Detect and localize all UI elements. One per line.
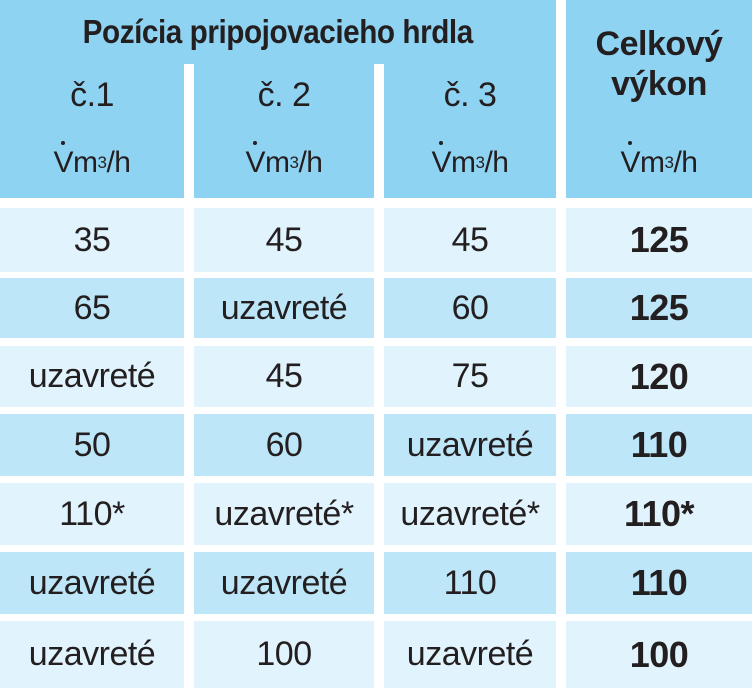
unit-exponent: 3 <box>289 152 299 172</box>
table-cell-total: 125 <box>566 208 752 272</box>
table-cell-total: 110* <box>566 483 752 545</box>
table-cell: uzavreté* <box>384 483 556 545</box>
table-cell: 60 <box>194 414 374 476</box>
table-cell-total: 110 <box>566 414 752 476</box>
unit-text: m <box>451 145 476 179</box>
header-unit-total: V m 3/h <box>566 127 752 198</box>
table-cell: 110* <box>0 483 184 545</box>
table-cell: uzavreté <box>0 621 184 688</box>
unit-tail: /h <box>673 145 698 179</box>
unit-symbol: V <box>53 140 73 179</box>
header-position-2: č. 2 <box>194 64 374 127</box>
table-cell-total: 100 <box>566 621 752 688</box>
table-cell: 45 <box>194 346 374 407</box>
unit-symbol: V <box>431 140 451 179</box>
table-cell: 35 <box>0 208 184 272</box>
position-label-2: č. 2 <box>257 76 311 114</box>
unit-tail: /h <box>484 145 509 179</box>
unit-tail: /h <box>106 145 131 179</box>
table-cell: uzavreté <box>0 552 184 614</box>
header-total-title-line2: výkon <box>611 64 707 103</box>
table-cell: uzavreté <box>384 414 556 476</box>
table-cell: 45 <box>384 208 556 272</box>
unit-text: m <box>73 145 98 179</box>
table-cell: uzavreté <box>194 552 374 614</box>
unit-exponent: 3 <box>97 152 107 172</box>
header-unit-1: V m 3/h <box>0 127 184 198</box>
table-cell: 50 <box>0 414 184 476</box>
header-unit-3: V m 3/h <box>384 127 556 198</box>
table-cell-total: 120 <box>566 346 752 407</box>
table-cell: 100 <box>194 621 374 688</box>
table-cell: 60 <box>384 278 556 338</box>
unit-symbol: V <box>620 140 640 179</box>
header-total-title-line1: Celkový <box>595 24 723 63</box>
unit-exponent: 3 <box>664 152 674 172</box>
table-cell: uzavreté <box>384 621 556 688</box>
header-position-3: č. 3 <box>384 64 556 127</box>
table-cell: 75 <box>384 346 556 407</box>
unit-symbol: V <box>245 140 265 179</box>
position-label-1: č.1 <box>70 76 114 114</box>
table-cell-total: 110 <box>566 552 752 614</box>
unit-tail: /h <box>298 145 323 179</box>
table-cell: uzavreté* <box>194 483 374 545</box>
header-group-title-cell: Pozícia pripojovacieho hrdla <box>0 0 556 64</box>
header-position-1: č.1 <box>0 64 184 127</box>
unit-exponent: 3 <box>475 152 485 172</box>
table-cell-total: 125 <box>566 278 752 338</box>
header-total-title-cell: Celkový výkon <box>566 0 752 127</box>
header-unit-2: V m 3/h <box>194 127 374 198</box>
table-cell: uzavreté <box>0 346 184 407</box>
unit-text: m <box>640 145 665 179</box>
table-cell: 110 <box>384 552 556 614</box>
table-cell: 65 <box>0 278 184 338</box>
position-label-3: č. 3 <box>443 76 497 114</box>
unit-text: m <box>265 145 290 179</box>
table-cell: 45 <box>194 208 374 272</box>
table-cell: uzavreté <box>194 278 374 338</box>
header-group-title: Pozícia pripojovacieho hrdla <box>82 13 474 50</box>
